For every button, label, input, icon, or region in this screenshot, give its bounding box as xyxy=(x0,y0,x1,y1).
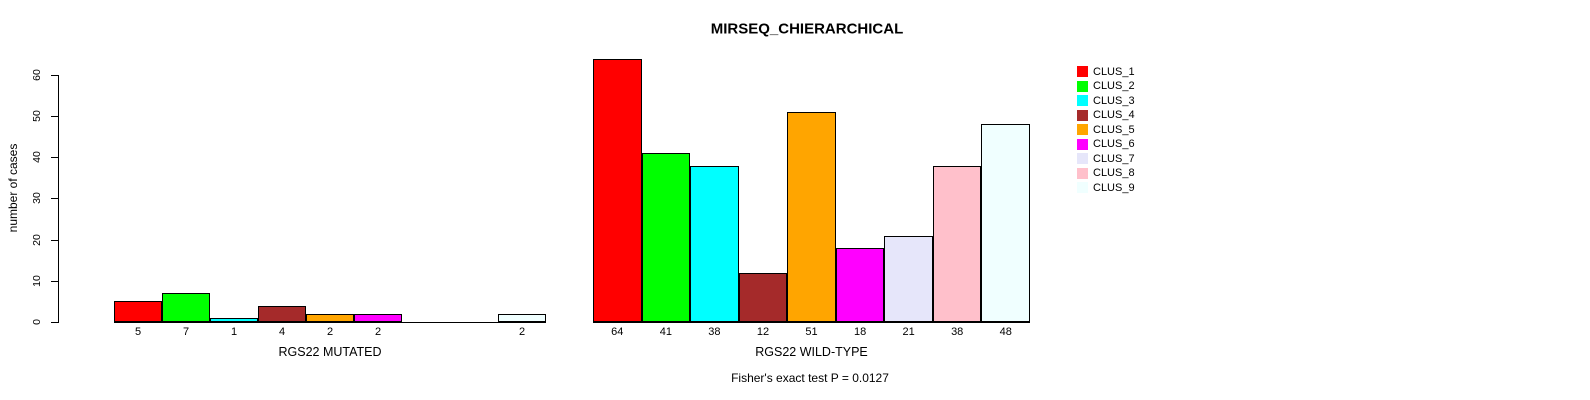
legend-swatch-clus_8 xyxy=(1077,167,1088,179)
legend-label: CLUS_1 xyxy=(1093,65,1135,78)
x-axis-label: RGS22 MUTATED xyxy=(278,344,382,359)
legend-swatch-clus_3 xyxy=(1077,95,1088,107)
y-axis-tick xyxy=(51,280,58,282)
bar-value-label: 38 xyxy=(708,325,721,338)
legend-swatch-clus_6 xyxy=(1077,138,1088,150)
legend-swatch-clus_9 xyxy=(1077,182,1088,194)
legend-swatch-clus_5 xyxy=(1077,124,1088,136)
y-axis-tick-label: 50 xyxy=(31,110,43,122)
bar-value-label: 2 xyxy=(374,325,382,338)
legend-label: CLUS_2 xyxy=(1093,80,1135,93)
legend-label: CLUS_8 xyxy=(1093,167,1135,180)
bar-value-label: 2 xyxy=(326,325,334,338)
y-axis-tick-label: 40 xyxy=(31,151,43,164)
y-axis-tick-label: 20 xyxy=(31,233,43,246)
bar-value-label: 5 xyxy=(134,325,142,338)
legend-label: CLUS_5 xyxy=(1093,123,1135,136)
x-axis-baseline xyxy=(114,322,546,323)
bar-clus_1 xyxy=(593,58,642,322)
y-axis-tick-label: 0 xyxy=(31,319,43,325)
chart-title: MIRSEQ_CHIERARCHICAL xyxy=(710,20,904,38)
y-axis-tick-label: 30 xyxy=(31,192,43,205)
bar-value-label: 21 xyxy=(902,325,915,338)
bar-value-label: 12 xyxy=(756,325,770,338)
bar-clus_1 xyxy=(114,301,162,322)
x-axis-baseline xyxy=(593,322,1031,323)
bar-clus_8 xyxy=(932,165,982,322)
bar-clus_2 xyxy=(162,293,210,322)
bar-clus_4 xyxy=(738,272,788,322)
legend-swatch-clus_1 xyxy=(1077,66,1088,77)
legend-swatch-clus_2 xyxy=(1077,80,1088,92)
fisher-test-annotation: Fisher's exact test P = 0.0127 xyxy=(731,371,889,385)
bar-clus_6 xyxy=(354,313,402,322)
bar-value-label: 38 xyxy=(951,325,964,338)
y-axis-tick xyxy=(51,116,58,118)
bar-clus_9 xyxy=(981,124,1031,322)
bar-clus_7 xyxy=(884,235,933,322)
bar-value-label: 18 xyxy=(853,325,867,338)
bar-clus_2 xyxy=(641,153,691,322)
legend-label: CLUS_6 xyxy=(1093,138,1135,151)
bar-value-label: 4 xyxy=(278,325,286,338)
legend-label: CLUS_9 xyxy=(1093,181,1135,194)
bar-clus_5 xyxy=(787,112,836,322)
y-axis-tick xyxy=(51,198,58,200)
bar-value-label: 41 xyxy=(659,325,672,338)
bar-value-label: 2 xyxy=(518,325,526,338)
y-axis-tick xyxy=(51,239,58,241)
y-axis-line xyxy=(58,74,59,323)
bar-clus_4 xyxy=(258,305,306,322)
legend-label: CLUS_7 xyxy=(1093,152,1135,165)
bar-value-label: 7 xyxy=(182,325,190,338)
bar-clus_3 xyxy=(210,317,258,322)
y-axis-tick-label: 60 xyxy=(31,69,43,81)
bar-value-label: 64 xyxy=(611,325,624,338)
bar-clus_9 xyxy=(498,313,546,322)
bar-value-label: 48 xyxy=(999,325,1012,338)
bar-clus_5 xyxy=(306,313,354,322)
bar-value-label: 51 xyxy=(805,325,818,338)
bar-clus_3 xyxy=(690,165,739,322)
y-axis-label: number of cases xyxy=(6,143,20,233)
y-axis-tick xyxy=(51,74,58,76)
y-axis-tick xyxy=(51,157,58,159)
bar-clus_6 xyxy=(835,247,885,322)
x-axis-label: RGS22 WILD-TYPE xyxy=(755,344,868,359)
y-axis-tick xyxy=(51,322,58,323)
legend-swatch-clus_4 xyxy=(1077,109,1088,121)
y-axis-tick-label: 10 xyxy=(31,274,43,287)
legend-label: CLUS_4 xyxy=(1093,109,1135,122)
legend-swatch-clus_7 xyxy=(1077,153,1088,165)
legend-label: CLUS_3 xyxy=(1093,94,1135,107)
bar-value-label: 1 xyxy=(230,325,238,338)
